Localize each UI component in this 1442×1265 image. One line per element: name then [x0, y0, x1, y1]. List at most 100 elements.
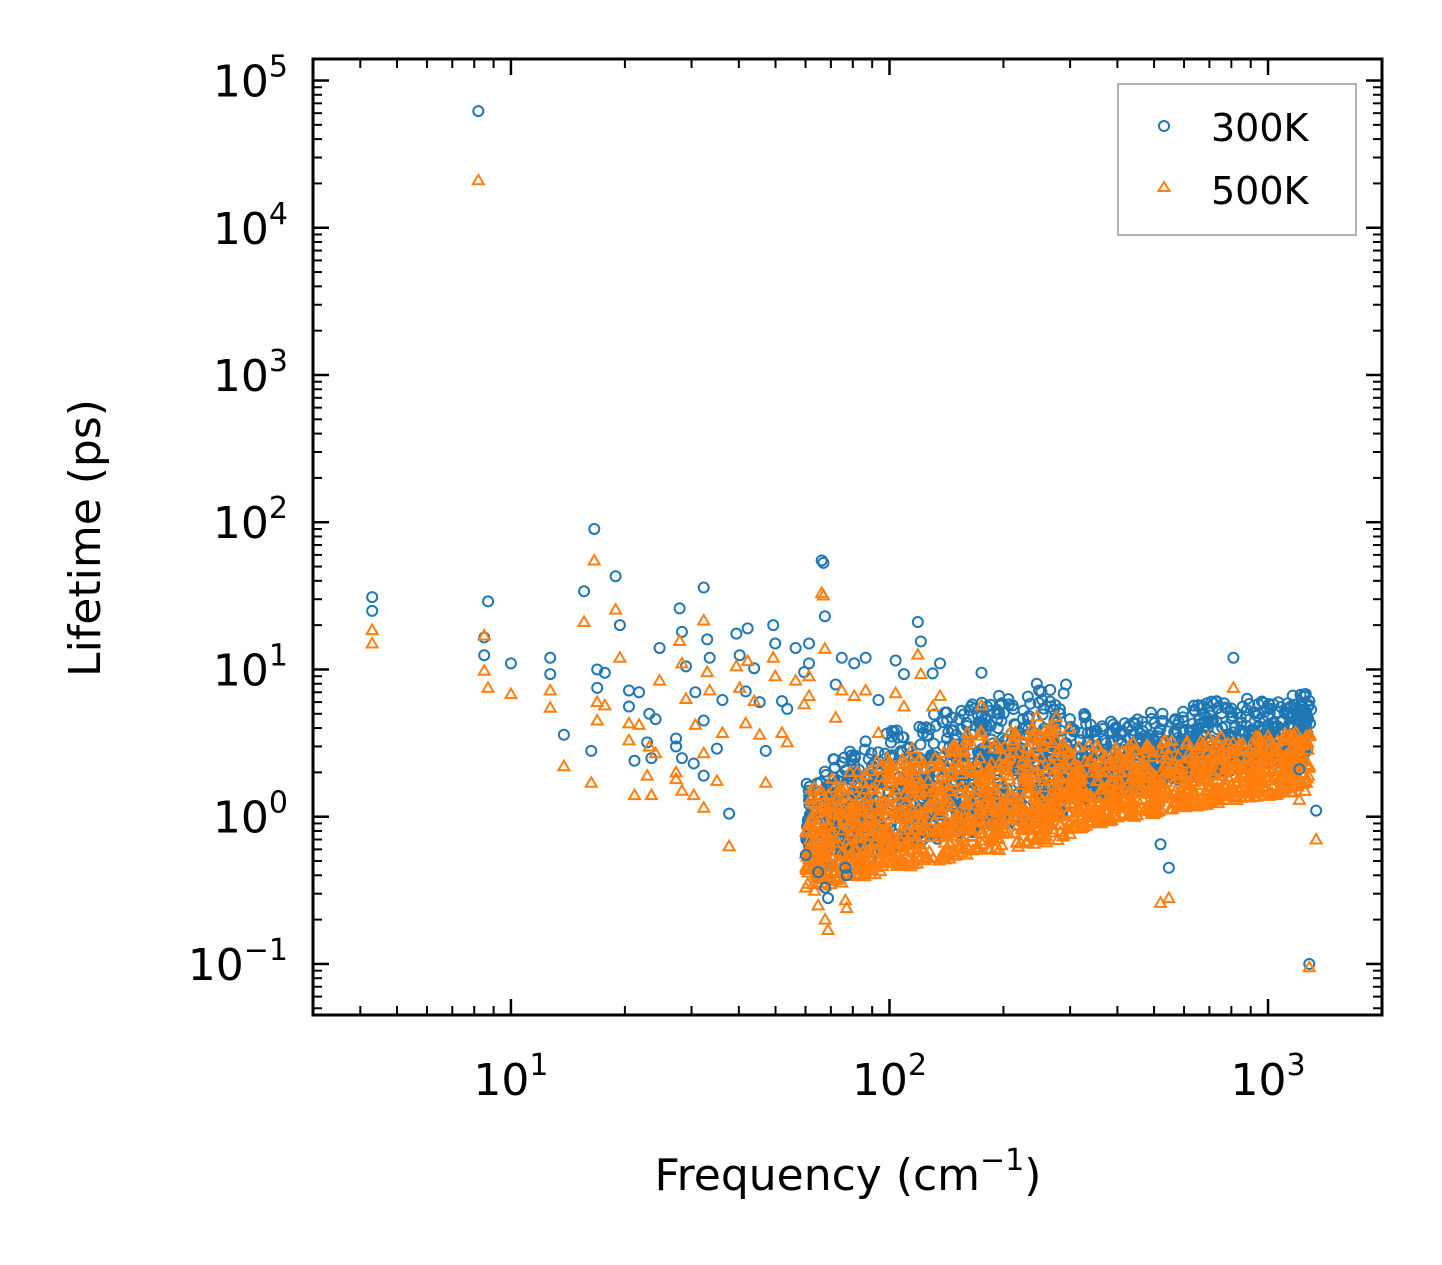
dense-point-500k	[1021, 822, 1037, 835]
dense-point-500k	[887, 782, 903, 795]
data-point-300k	[817, 556, 830, 569]
dense-point-500k	[959, 792, 975, 806]
dense-point-500k	[845, 780, 860, 793]
dense-point-500k	[992, 755, 1007, 769]
data-point-300k	[1154, 838, 1167, 851]
dense-point-500k	[1143, 803, 1158, 817]
dense-point-500k	[1214, 746, 1229, 759]
data-point-300k	[643, 707, 656, 720]
data-point-500k	[584, 775, 599, 788]
dense-point-500k	[900, 780, 915, 793]
dense-point-500k	[979, 735, 995, 749]
dense-point-500k	[1227, 758, 1243, 771]
dense-point-500k	[955, 744, 970, 758]
dense-point-300k	[1078, 711, 1091, 724]
dense-point-500k	[1036, 813, 1052, 826]
data-point-500k	[913, 666, 929, 680]
dense-point-500k	[936, 791, 952, 804]
dense-point-500k	[897, 836, 912, 850]
dense-point-500k	[842, 764, 858, 778]
dense-point-500k	[1228, 775, 1244, 789]
data-point-300k	[588, 522, 601, 535]
dense-point-500k	[1186, 786, 1202, 800]
dense-point-500k	[867, 788, 883, 801]
dense-point-500k	[1154, 764, 1169, 777]
dense-point-300k	[1271, 706, 1284, 719]
data-point-500k	[1308, 832, 1324, 845]
data-point-300k	[1030, 677, 1043, 690]
dense-point-500k	[885, 853, 900, 867]
data-point-300k	[613, 619, 626, 632]
y-tick-label: 10−1	[188, 933, 288, 991]
series-layer	[364, 105, 1324, 973]
dense-point-500k	[1091, 773, 1107, 787]
dense-point-300k	[1002, 693, 1015, 706]
x-axis-title: Frequency (cm−1)	[655, 1143, 1042, 1201]
dense-point-500k	[873, 769, 888, 783]
data-point-500k	[974, 697, 989, 711]
dense-point-300k	[991, 722, 1004, 735]
dense-point-500k	[1089, 764, 1104, 778]
dense-point-500k	[1041, 816, 1057, 829]
data-point-500k	[801, 668, 817, 682]
dense-point-500k	[1126, 762, 1141, 776]
dense-point-500k	[933, 783, 948, 797]
dense-point-500k	[957, 743, 972, 756]
dense-point-500k	[824, 771, 840, 784]
data-point-300k	[741, 622, 754, 635]
data-point-500k	[612, 650, 628, 663]
data-point-500k	[801, 688, 817, 702]
dense-point-500k	[940, 757, 955, 771]
dense-point-300k	[1114, 727, 1127, 740]
dense-point-500k	[908, 822, 923, 836]
data-point-500k	[652, 673, 667, 686]
dense-point-500k	[964, 828, 980, 842]
dense-point-300k	[1210, 695, 1223, 708]
dense-point-500k	[1206, 793, 1221, 806]
dense-point-500k	[813, 783, 829, 796]
data-point-300k	[585, 744, 598, 757]
legend-marker-300k	[1158, 120, 1170, 132]
data-point-500k	[674, 783, 690, 796]
dense-point-500k	[1036, 830, 1051, 844]
dense-point-500k	[1205, 746, 1220, 760]
dense-point-300k	[1241, 692, 1254, 705]
data-point-500k	[810, 897, 826, 911]
dense-point-500k	[841, 850, 857, 863]
dense-point-500k	[1282, 727, 1298, 740]
dense-point-300k	[1017, 704, 1030, 717]
data-point-300k	[689, 686, 702, 699]
dense-point-500k	[1266, 769, 1282, 783]
dense-point-500k	[813, 841, 828, 855]
data-point-500k	[668, 764, 684, 778]
dense-point-500k	[1172, 789, 1188, 802]
dense-point-500k	[912, 784, 927, 798]
dense-point-300k	[1198, 715, 1211, 728]
dense-point-500k	[927, 813, 942, 826]
dense-point-500k	[827, 804, 842, 817]
dense-point-300k	[1067, 725, 1080, 738]
data-point-500k	[686, 787, 701, 801]
dense-point-300k	[955, 704, 968, 717]
dense-point-500k	[1236, 769, 1252, 782]
dense-point-300k	[1024, 697, 1037, 710]
dense-point-500k	[1033, 749, 1048, 763]
dense-point-500k	[807, 780, 822, 793]
dense-point-500k	[870, 804, 885, 817]
data-point-500k	[696, 745, 711, 759]
dense-point-300k	[1207, 697, 1220, 710]
dense-point-500k	[860, 836, 876, 849]
dense-point-500k	[1190, 756, 1205, 769]
data-point-500k	[798, 880, 814, 893]
dense-point-500k	[1030, 822, 1046, 835]
data-point-300k	[649, 713, 662, 726]
dense-point-300k	[827, 753, 840, 766]
data-point-300k	[848, 657, 861, 670]
dense-point-500k	[1030, 803, 1045, 816]
dense-point-500k	[884, 774, 899, 787]
dense-point-500k	[974, 825, 989, 838]
dense-point-500k	[1239, 751, 1255, 764]
data-point-300k	[839, 861, 852, 874]
dense-point-500k	[1020, 740, 1035, 753]
dense-point-500k	[871, 810, 886, 823]
